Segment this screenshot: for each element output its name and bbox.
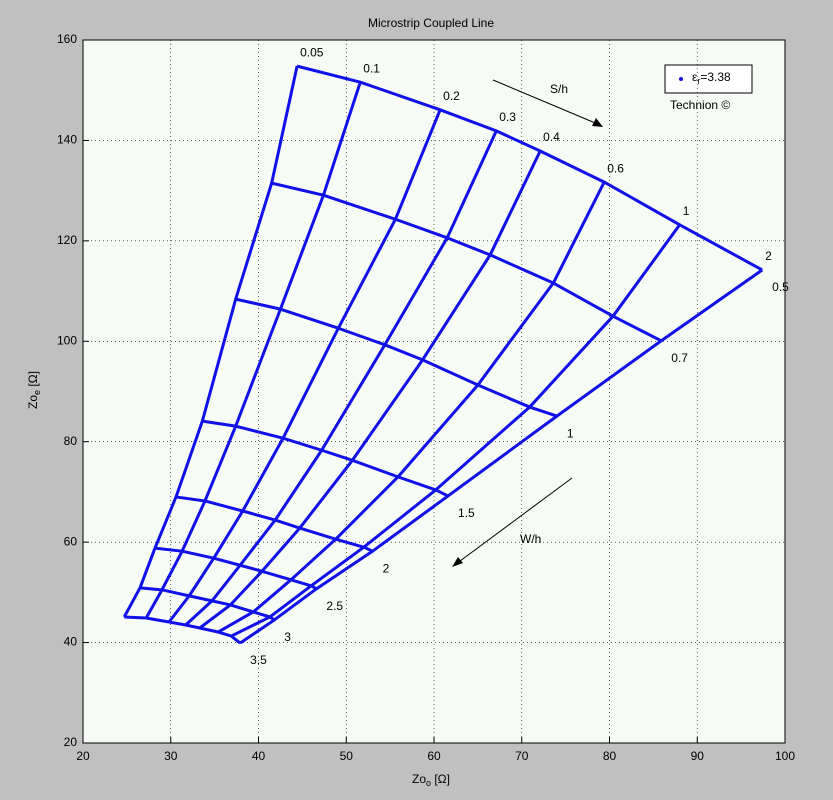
s-label: 0.6 [607,161,624,175]
y-tick-label: 140 [57,133,77,147]
y-label-main: Zo [26,395,40,409]
x-label-main: Zo [412,772,426,786]
y-tick-label: 120 [57,233,77,247]
x-label-sub: o [426,778,431,788]
w-label: 2 [383,561,390,575]
plot-area [82,39,786,744]
y-tick-label: 60 [64,534,78,548]
credit: Technion © [670,98,730,112]
s-label: 0.2 [443,89,460,103]
s-label: 0.3 [499,110,516,124]
w-label: 0.5 [772,280,789,294]
s-curve [198,150,542,630]
w-label: 2.5 [326,599,343,613]
y-label-unit: [Ω] [26,371,40,390]
w-curve [235,297,558,418]
w-label: 3 [284,630,291,644]
w-label: 1 [567,426,574,440]
x-tick-label: 80 [603,749,617,763]
s-label: 0.4 [543,130,560,144]
s-curve [144,81,362,619]
x-tick-label: 50 [340,749,354,763]
w-curve [124,615,242,645]
annotation: S/h [550,82,568,96]
x-tick-label: 100 [775,749,795,763]
w-curve [296,64,763,272]
legend-symbol: ε [692,70,698,84]
w-curve [154,546,318,591]
s-label: 0.1 [363,61,380,75]
x-axis-label: Zoo [Ω] [412,772,450,788]
w-label: 1.5 [458,506,475,520]
y-tick-label: 160 [57,32,77,46]
w-label: 0.7 [671,351,688,365]
w-curve [271,181,662,343]
y-axis-label: Zoe [Ω] [26,371,42,409]
y-label-sub: e [32,390,42,395]
w-label: 3.5 [250,653,267,667]
arrowhead [592,118,603,127]
w-curve [175,495,374,553]
x-tick-label: 30 [164,749,178,763]
y-tick-label: 20 [64,735,78,749]
x-tick-label: 70 [515,749,529,763]
x-label-unit: [Ω] [431,772,450,786]
x-tick-label: 40 [252,749,266,763]
y-tick-label: 40 [64,635,78,649]
s-label: 0.05 [300,45,324,59]
s-label: 2 [765,249,772,263]
arrow [455,477,573,565]
annotation: W/h [520,532,541,546]
x-tick-label: 90 [691,749,705,763]
s-curve [217,181,606,634]
s-label: 1 [683,204,690,218]
w-curve [139,586,276,622]
legend-label: εr=3.38 [692,70,731,86]
arrowhead [452,557,463,567]
s-curve [184,130,498,627]
y-tick-label: 100 [57,333,77,347]
legend-text: =3.38 [700,70,731,84]
s-curve [230,223,681,638]
chart-title: Microstrip Coupled Line [368,16,494,30]
s-curve [122,65,299,618]
legend-sub: r [697,76,700,86]
arrow [492,79,601,126]
s-curve [167,109,442,623]
w-curve [202,419,449,498]
legend-marker [679,77,683,81]
y-tick-label: 80 [64,434,78,448]
s-curve [239,268,764,645]
x-tick-label: 60 [427,749,441,763]
x-tick-label: 20 [76,749,90,763]
